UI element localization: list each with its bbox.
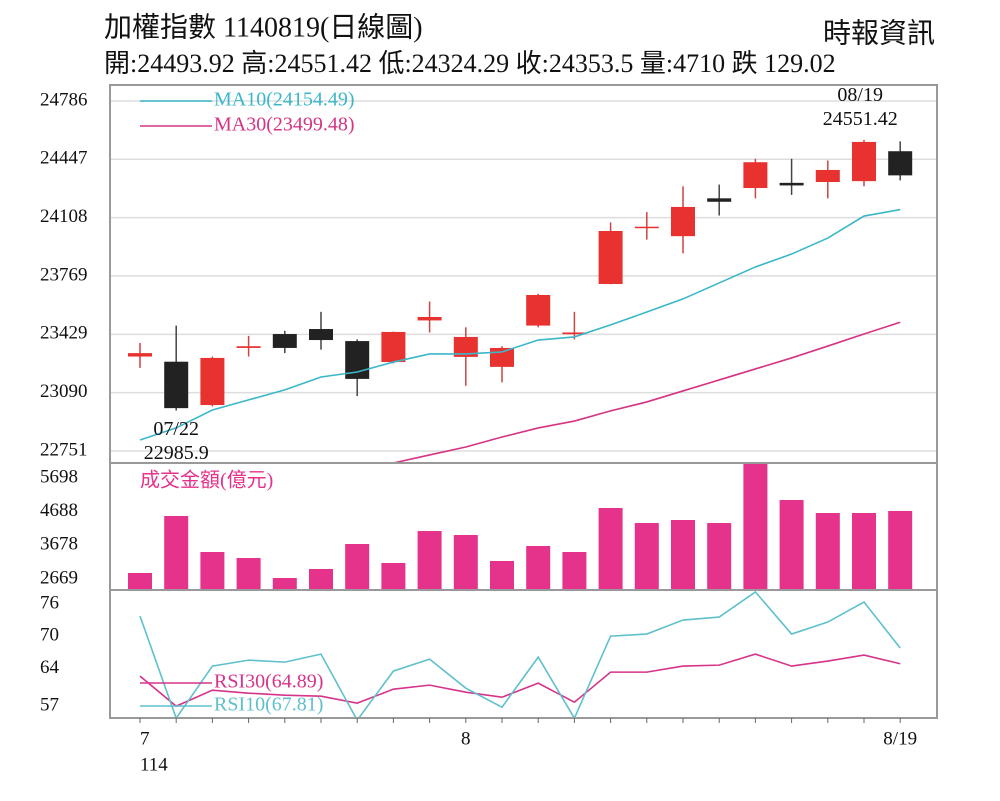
bar bbox=[598, 508, 623, 590]
annotation-value: 24551.42 bbox=[823, 108, 898, 130]
panel bbox=[110, 100, 937, 463]
bar bbox=[852, 513, 876, 590]
y-tick-label: 23769 bbox=[40, 264, 88, 285]
candle-body bbox=[562, 332, 587, 335]
series-line bbox=[139, 590, 901, 718]
legend-label: MA10(24154.49) bbox=[214, 89, 355, 111]
quote-info: 開:24493.92 高:24551.42 低:24324.29 收:24353… bbox=[104, 49, 836, 78]
bar bbox=[309, 568, 333, 590]
bar bbox=[164, 516, 189, 590]
y-tick-label: 2669 bbox=[40, 567, 78, 588]
x-tick-label: 8/19 bbox=[883, 728, 917, 749]
bar bbox=[345, 543, 370, 590]
bar bbox=[634, 523, 659, 590]
series-line bbox=[139, 653, 901, 708]
bar bbox=[815, 513, 840, 590]
candle-body bbox=[852, 141, 876, 182]
bar bbox=[743, 463, 768, 590]
bar bbox=[888, 510, 913, 590]
annotation-date: 07/22 bbox=[153, 418, 199, 440]
panel-frame bbox=[109, 589, 938, 719]
y-tick-label: 23429 bbox=[40, 323, 88, 344]
candle-body bbox=[164, 361, 189, 409]
candle-body bbox=[200, 357, 225, 406]
bar bbox=[490, 560, 514, 590]
bar bbox=[453, 534, 478, 590]
y-tick-label: 3678 bbox=[40, 534, 78, 555]
candle-body bbox=[815, 169, 840, 182]
bar bbox=[128, 572, 152, 590]
legend-label: MA30(23499.48) bbox=[214, 114, 355, 136]
panel bbox=[128, 463, 913, 590]
bar bbox=[779, 500, 804, 590]
candle-body bbox=[490, 347, 514, 367]
candle-body bbox=[381, 331, 406, 363]
candle-body bbox=[707, 198, 732, 202]
candle-body bbox=[598, 231, 623, 284]
bar bbox=[417, 531, 442, 590]
bar bbox=[671, 520, 695, 590]
candle-body bbox=[671, 206, 695, 237]
y-tick-label: 5698 bbox=[40, 466, 78, 487]
y-tick-label: 64 bbox=[40, 657, 60, 678]
candle-body bbox=[236, 346, 261, 348]
candle-body bbox=[272, 334, 297, 348]
candle-body bbox=[128, 353, 152, 357]
y-tick-label: 23090 bbox=[40, 381, 88, 402]
panel-frame bbox=[109, 84, 938, 464]
y-tick-label: 24108 bbox=[40, 206, 88, 227]
candle-body bbox=[743, 162, 768, 189]
x-tick-label: 8 bbox=[461, 728, 471, 749]
y-tick-label: 57 bbox=[40, 695, 59, 716]
y-tick-label: 70 bbox=[40, 625, 59, 646]
chart-title: 加權指數 1140819(日線圖) bbox=[104, 11, 423, 43]
source: 時報資訊 bbox=[823, 17, 935, 49]
bar bbox=[200, 551, 225, 590]
y-tick-label: 76 bbox=[40, 592, 59, 613]
bar bbox=[562, 551, 587, 590]
series-line bbox=[140, 321, 901, 463]
legend-label: RSI30(64.89) bbox=[214, 671, 323, 693]
annotation-value: 22985.9 bbox=[144, 442, 209, 464]
bar bbox=[272, 577, 297, 590]
y-tick-label: 4688 bbox=[40, 500, 78, 521]
candle-body bbox=[453, 336, 478, 357]
y-tick-label: 24447 bbox=[40, 148, 88, 169]
x-tick-label: 7 bbox=[140, 728, 150, 749]
candle-body bbox=[309, 329, 333, 341]
legend-label: RSI10(67.81) bbox=[214, 694, 323, 716]
panel bbox=[139, 590, 901, 718]
candle-body bbox=[779, 182, 804, 186]
candle-body bbox=[888, 151, 913, 176]
bar bbox=[236, 557, 261, 590]
candle-body bbox=[526, 294, 551, 326]
x-axis-year: 114 bbox=[140, 754, 168, 775]
candle-body bbox=[634, 226, 659, 229]
candle-body bbox=[417, 316, 442, 321]
bar bbox=[381, 562, 406, 590]
y-tick-label: 24786 bbox=[40, 89, 88, 110]
series-line bbox=[139, 208, 901, 441]
bar bbox=[526, 545, 551, 590]
y-tick-label: 22751 bbox=[40, 439, 88, 460]
bar bbox=[707, 523, 732, 590]
panel-title: 成交金額(億元) bbox=[140, 469, 273, 492]
annotation-date: 08/19 bbox=[837, 84, 883, 106]
